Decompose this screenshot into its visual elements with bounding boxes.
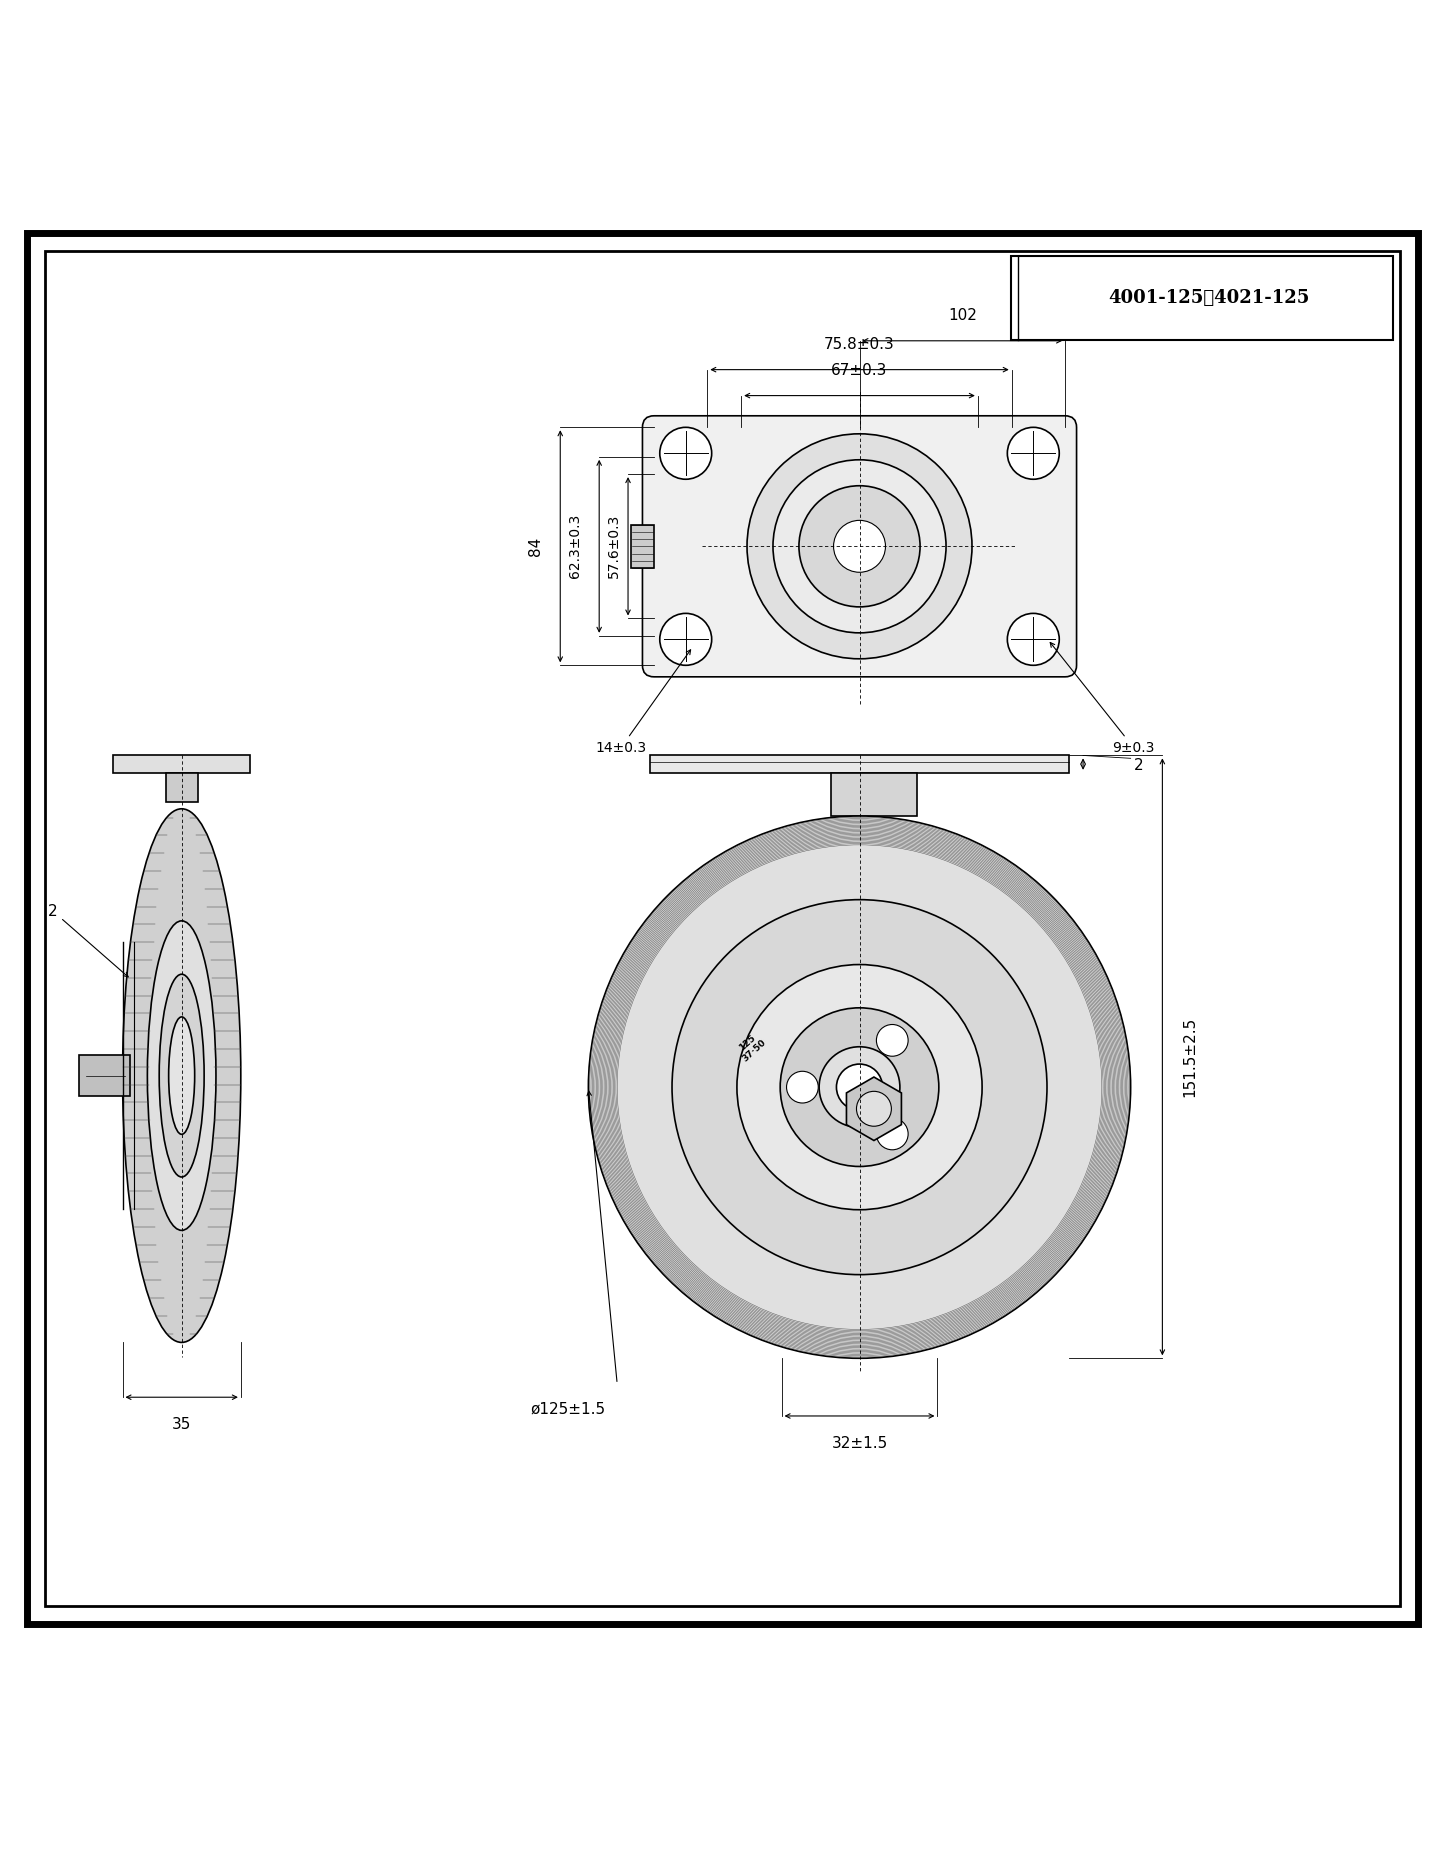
Circle shape [819, 1047, 900, 1127]
Circle shape [780, 1008, 939, 1166]
Text: 125
37·50: 125 37·50 [734, 1031, 769, 1064]
Circle shape [1007, 427, 1059, 479]
Text: 75.8±0.3: 75.8±0.3 [824, 338, 894, 353]
Bar [113, 756, 250, 773]
Circle shape [877, 1025, 907, 1057]
Circle shape [660, 613, 712, 665]
Circle shape [660, 427, 712, 479]
Bar [650, 756, 1069, 773]
Bar [79, 1055, 130, 1096]
Text: ø125±1.5: ø125±1.5 [530, 1402, 605, 1417]
Polygon shape [799, 849, 864, 1006]
Ellipse shape [147, 921, 215, 1231]
Text: 62.3±0.3: 62.3±0.3 [568, 514, 582, 578]
Text: 2: 2 [1133, 758, 1143, 773]
Circle shape [1007, 613, 1059, 665]
Circle shape [877, 1118, 907, 1149]
Polygon shape [847, 1077, 902, 1140]
Ellipse shape [123, 810, 241, 1343]
Circle shape [747, 435, 972, 659]
Text: 32±1.5: 32±1.5 [831, 1435, 887, 1450]
Circle shape [786, 1071, 818, 1103]
Text: 14±0.3: 14±0.3 [595, 650, 691, 754]
Circle shape [834, 520, 886, 572]
Text: 35: 35 [172, 1417, 191, 1432]
Text: 57.6±0.3: 57.6±0.3 [607, 514, 621, 578]
Ellipse shape [159, 975, 204, 1177]
Bar [631, 526, 655, 568]
Circle shape [737, 964, 983, 1209]
Circle shape [837, 1064, 883, 1110]
Bar [166, 773, 198, 802]
Circle shape [773, 461, 946, 633]
Text: 67±0.3: 67±0.3 [831, 364, 887, 379]
FancyBboxPatch shape [643, 416, 1077, 676]
Text: 102: 102 [948, 308, 977, 323]
Polygon shape [896, 849, 975, 1114]
Circle shape [672, 899, 1048, 1274]
Circle shape [857, 1092, 892, 1125]
Ellipse shape [169, 1018, 195, 1135]
Text: 151.5±2.5: 151.5±2.5 [1182, 1018, 1198, 1097]
Circle shape [799, 487, 920, 607]
Text: 9±0.3: 9±0.3 [1051, 643, 1155, 754]
Text: 84: 84 [527, 537, 543, 555]
Bar [831, 773, 918, 815]
Circle shape [588, 815, 1130, 1357]
Text: 4001-125、4021-125: 4001-125、4021-125 [1108, 290, 1311, 306]
Bar [1011, 256, 1393, 340]
Text: 2: 2 [48, 904, 129, 977]
